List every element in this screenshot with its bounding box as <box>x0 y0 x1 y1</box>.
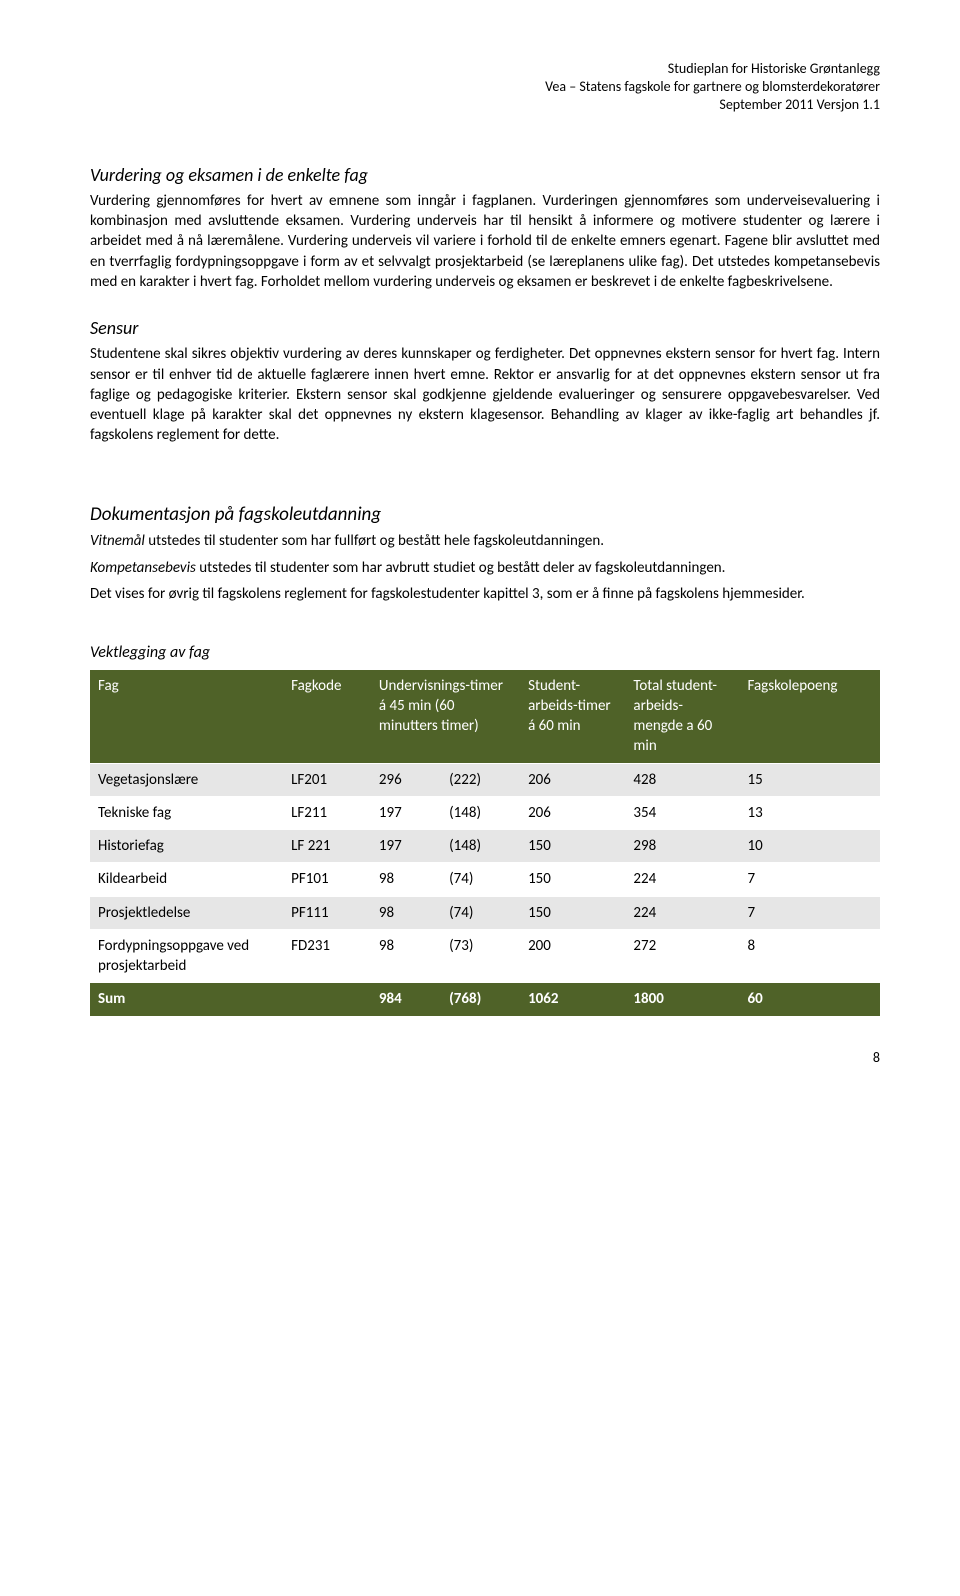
table-cell: 150 <box>520 863 625 896</box>
table-cell: 1062 <box>520 983 625 1016</box>
section-body-vurdering: Vurdering gjennomføres for hvert av emne… <box>90 191 880 292</box>
table-cell: 150 <box>520 896 625 929</box>
table-cell: 98 <box>371 896 441 929</box>
table-cell: 7 <box>740 863 881 896</box>
table-cell: Sum <box>90 983 283 1016</box>
table-cell: 7 <box>740 896 881 929</box>
table-cell: 98 <box>371 929 441 983</box>
section-title-sensur: Sensur <box>90 316 880 340</box>
table-cell: 13 <box>740 796 881 829</box>
section-title-vektlegging: Vektlegging av fag <box>90 642 880 664</box>
table-cell: 1800 <box>625 983 739 1016</box>
table-cell: FD231 <box>283 929 371 983</box>
table-cell: 272 <box>625 929 739 983</box>
vitnemal-label: Vitnemål <box>90 532 145 550</box>
kompetansebevis-label: Kompetansebevis <box>90 559 196 577</box>
table-cell: 224 <box>625 863 739 896</box>
table-cell: 354 <box>625 796 739 829</box>
table-cell: Tekniske fag <box>90 796 283 829</box>
page-number: 8 <box>90 1049 880 1068</box>
th-fag: Fag <box>90 670 283 764</box>
table-cell: 296 <box>371 763 441 796</box>
table-row: Tekniske fagLF211197(148)20635413 <box>90 796 880 829</box>
table-cell: (73) <box>441 929 520 983</box>
th-undervisning: Undervisnings-timer á 45 min (60 minutte… <box>371 670 520 764</box>
header-line-2: Vea – Statens fagskole for gartnere og b… <box>90 78 880 96</box>
doc-p2-rest: utstedes til studenter som har avbrutt s… <box>199 559 725 577</box>
table-cell: (74) <box>441 896 520 929</box>
table-cell: LF 221 <box>283 830 371 863</box>
doc-p3: Det vises for øvrig til fagskolens regle… <box>90 584 880 604</box>
fag-table: Fag Fagkode Undervisnings-timer á 45 min… <box>90 670 880 1017</box>
section-body-sensur: Studentene skal sikres objektiv vurderin… <box>90 344 880 445</box>
table-cell: 197 <box>371 830 441 863</box>
table-row: Fordypningsoppgave ved prosjektarbeidFD2… <box>90 929 880 983</box>
table-cell: 98 <box>371 863 441 896</box>
table-row: VegetasjonslæreLF201296(222)20642815 <box>90 763 880 796</box>
section-title-vurdering: Vurdering og eksamen i de enkelte fag <box>90 163 880 187</box>
table-cell: 200 <box>520 929 625 983</box>
table-cell: 206 <box>520 763 625 796</box>
table-cell: 298 <box>625 830 739 863</box>
table-cell: Kildearbeid <box>90 863 283 896</box>
table-row: KildearbeidPF10198(74)1502247 <box>90 863 880 896</box>
table-cell: 224 <box>625 896 739 929</box>
table-cell: 150 <box>520 830 625 863</box>
doc-header: Studieplan for Historiske Grøntanlegg Ve… <box>90 60 880 115</box>
th-student: Student-arbeids-timer á 60 min <box>520 670 625 764</box>
table-cell: Historiefag <box>90 830 283 863</box>
table-cell: 15 <box>740 763 881 796</box>
table-cell: LF201 <box>283 763 371 796</box>
doc-p2: Kompetansebevis utstedes til studenter s… <box>90 558 880 578</box>
th-poeng: Fagskolepoeng <box>740 670 881 764</box>
doc-p1-rest: utstedes til studenter som har fullført … <box>148 532 604 550</box>
table-row: HistoriefagLF 221197(148)15029810 <box>90 830 880 863</box>
table-row: ProsjektledelsePF11198(74)1502247 <box>90 896 880 929</box>
table-cell: (768) <box>441 983 520 1016</box>
table-cell: 984 <box>371 983 441 1016</box>
th-total: Total student-arbeids-mengde a 60 min <box>625 670 739 764</box>
table-sum-row: Sum 984(768)1062180060 <box>90 983 880 1016</box>
header-line-1: Studieplan for Historiske Grøntanlegg <box>90 60 880 78</box>
table-cell: Fordypningsoppgave ved prosjektarbeid <box>90 929 283 983</box>
table-body: VegetasjonslæreLF201296(222)20642815Tekn… <box>90 763 880 1016</box>
table-header-row: Fag Fagkode Undervisnings-timer á 45 min… <box>90 670 880 764</box>
table-cell: 428 <box>625 763 739 796</box>
table-cell: (148) <box>441 830 520 863</box>
table-cell: 60 <box>740 983 881 1016</box>
table-cell: PF111 <box>283 896 371 929</box>
table-cell: 206 <box>520 796 625 829</box>
header-line-3: September 2011 Versjon 1.1 <box>90 96 880 114</box>
table-cell: 8 <box>740 929 881 983</box>
th-fagkode: Fagkode <box>283 670 371 764</box>
section-title-dokumentasjon: Dokumentasjon på fagskoleutdanning <box>90 502 880 528</box>
table-cell: (222) <box>441 763 520 796</box>
table-cell: (148) <box>441 796 520 829</box>
table-cell: PF101 <box>283 863 371 896</box>
table-cell: Prosjektledelse <box>90 896 283 929</box>
table-cell: 10 <box>740 830 881 863</box>
table-cell: (74) <box>441 863 520 896</box>
doc-p1: Vitnemål utstedes til studenter som har … <box>90 531 880 551</box>
table-cell <box>283 983 371 1016</box>
table-cell: Vegetasjonslære <box>90 763 283 796</box>
table-cell: LF211 <box>283 796 371 829</box>
table-cell: 197 <box>371 796 441 829</box>
